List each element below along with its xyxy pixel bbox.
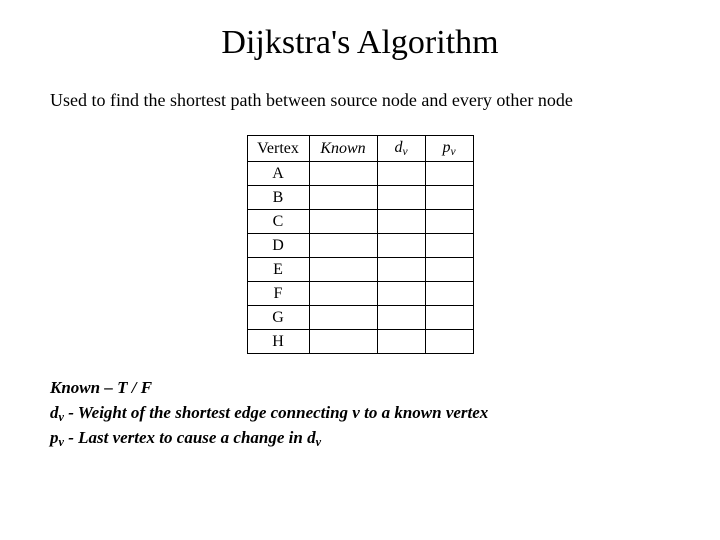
- table-container: Vertex Known dv pv A B: [50, 135, 670, 354]
- known-cell: [309, 210, 377, 234]
- pv-cell: [425, 258, 473, 282]
- dv-cell: [377, 234, 425, 258]
- vertex-cell: E: [247, 258, 309, 282]
- dv-cell: [377, 330, 425, 354]
- dijkstra-table: Vertex Known dv pv A B: [247, 135, 474, 354]
- dv-cell: [377, 258, 425, 282]
- known-cell: [309, 162, 377, 186]
- table-row: F: [247, 282, 473, 306]
- legend-sep: –: [100, 378, 117, 397]
- dv-cell: [377, 210, 425, 234]
- col-header-known: Known: [309, 136, 377, 162]
- vertex-cell: D: [247, 234, 309, 258]
- table-row: H: [247, 330, 473, 354]
- known-cell: [309, 330, 377, 354]
- pv-cell: [425, 210, 473, 234]
- table-header-row: Vertex Known dv pv: [247, 136, 473, 162]
- table-row: C: [247, 210, 473, 234]
- pv-cell: [425, 282, 473, 306]
- dv-cell: [377, 306, 425, 330]
- known-cell: [309, 306, 377, 330]
- vertex-cell: C: [247, 210, 309, 234]
- table-row: E: [247, 258, 473, 282]
- dv-sub: v: [402, 146, 407, 158]
- legend-pv-text: - Last vertex to cause a change in: [64, 428, 307, 447]
- table-row: G: [247, 306, 473, 330]
- pv-cell: [425, 234, 473, 258]
- vertex-cell: F: [247, 282, 309, 306]
- vertex-cell: H: [247, 330, 309, 354]
- pv-cell: [425, 330, 473, 354]
- legend-known-value: T / F: [117, 378, 152, 397]
- col-header-pv: pv: [425, 136, 473, 162]
- legend-line-known: Known – T / F: [50, 376, 670, 401]
- pv-sub: v: [450, 146, 455, 158]
- legend-line-dv: dv - Weight of the shortest edge connect…: [50, 401, 670, 427]
- table-row: B: [247, 186, 473, 210]
- page-title: Dijkstra's Algorithm: [50, 24, 670, 62]
- table-row: D: [247, 234, 473, 258]
- vertex-cell: G: [247, 306, 309, 330]
- pv-cell: [425, 306, 473, 330]
- legend-line-pv: pv - Last vertex to cause a change in dv: [50, 426, 670, 452]
- legend-dv-text: - Weight of the shortest edge connecting…: [64, 403, 488, 422]
- known-cell: [309, 186, 377, 210]
- legend-dv-base: d: [50, 403, 59, 422]
- legend-pv-base: p: [50, 428, 59, 447]
- col-header-vertex: Vertex: [247, 136, 309, 162]
- vertex-cell: B: [247, 186, 309, 210]
- vertex-cell: A: [247, 162, 309, 186]
- dv-cell: [377, 282, 425, 306]
- known-cell: [309, 282, 377, 306]
- legend: Known – T / F dv - Weight of the shortes…: [50, 376, 670, 452]
- table-body: A B C D: [247, 162, 473, 354]
- table-row: A: [247, 162, 473, 186]
- legend-known-label: Known: [50, 378, 100, 397]
- dv-cell: [377, 162, 425, 186]
- pv-cell: [425, 162, 473, 186]
- col-header-dv: dv: [377, 136, 425, 162]
- known-cell: [309, 258, 377, 282]
- known-cell: [309, 234, 377, 258]
- legend-pv-sym-base: d: [307, 428, 316, 447]
- pv-cell: [425, 186, 473, 210]
- dv-cell: [377, 186, 425, 210]
- legend-pv-sym-sub: v: [316, 435, 321, 449]
- subtitle-text: Used to find the shortest path between s…: [50, 90, 670, 111]
